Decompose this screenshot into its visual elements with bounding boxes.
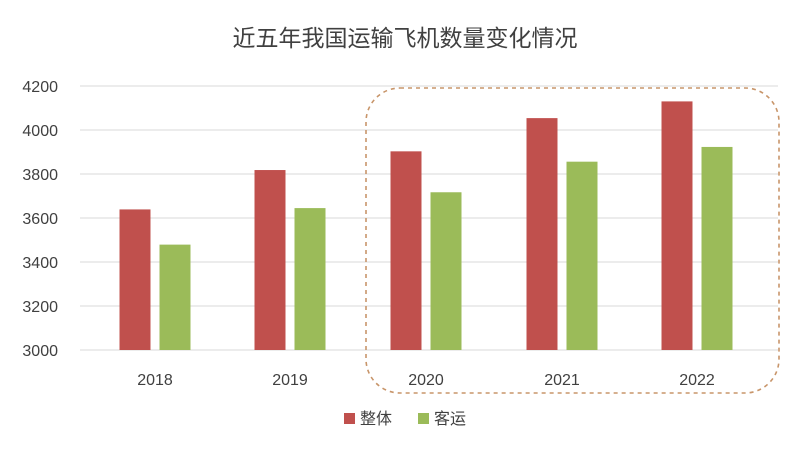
- y-tick-label: 4200: [22, 79, 58, 96]
- y-axis-tick-labels: 3000 3200 3400 3600 3800 4000 4200: [22, 79, 58, 360]
- y-tick-label: 3600: [22, 211, 58, 228]
- bar-overall-2021: [526, 118, 558, 351]
- gridlines: [80, 85, 778, 351]
- legend-swatch: [344, 413, 355, 424]
- bar-overall-2020: [390, 151, 422, 350]
- y-tick-label: 3000: [22, 343, 58, 360]
- x-tick-label: 2021: [544, 372, 580, 389]
- legend: 整体 客运: [344, 409, 466, 428]
- legend-label: 客运: [434, 409, 466, 428]
- bars: [119, 101, 733, 351]
- bar-overall-2022: [661, 101, 693, 351]
- x-tick-label: 2019: [272, 372, 308, 389]
- x-axis-tick-labels: 2018 2019 2020 2021 2022: [137, 372, 715, 389]
- legend-swatch: [418, 413, 429, 424]
- y-tick-label: 4000: [22, 123, 58, 140]
- bar-passenger-2020: [430, 192, 462, 350]
- y-tick-label: 3200: [22, 299, 58, 316]
- x-tick-label: 2022: [679, 372, 715, 389]
- y-tick-label: 3400: [22, 255, 58, 272]
- bar-passenger-2018: [159, 244, 191, 350]
- bar-overall-2019: [254, 170, 286, 350]
- bar-passenger-2019: [294, 208, 326, 350]
- bar-overall-2018: [119, 209, 151, 350]
- x-tick-label: 2018: [137, 372, 173, 389]
- x-tick-label: 2020: [408, 372, 444, 389]
- chart-title: 近五年我国运输飞机数量变化情况: [233, 26, 578, 52]
- bar-passenger-2021: [566, 161, 598, 350]
- legend-label: 整体: [360, 409, 392, 428]
- y-tick-label: 3800: [22, 167, 58, 184]
- bar-passenger-2022: [701, 146, 733, 350]
